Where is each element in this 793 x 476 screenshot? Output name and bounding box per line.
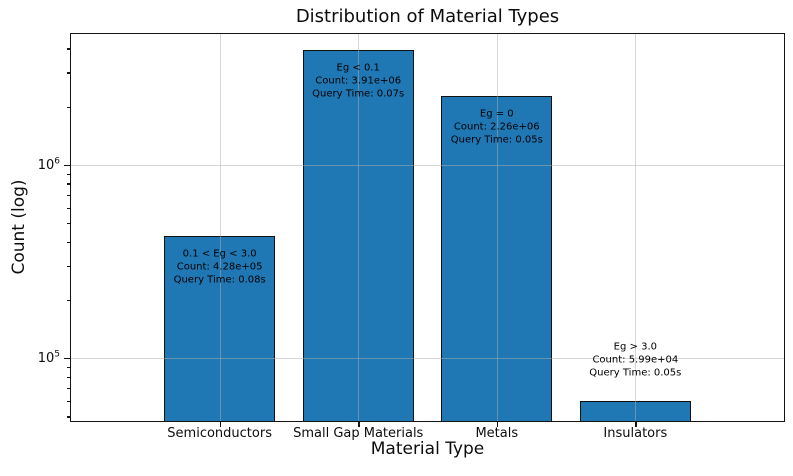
y-tick-exponent: 5 [54, 349, 60, 360]
x-gridline [635, 33, 637, 422]
bar-annotation: Eg = 0 Count: 2.26e+06 Query Time: 0.05s [451, 108, 543, 147]
x-gridline [496, 33, 498, 422]
y-minor-tick [66, 376, 70, 379]
y-minor-tick [66, 241, 70, 243]
x-tick-label: Semiconductors [167, 425, 272, 441]
y-minor-tick [66, 265, 70, 268]
y-major-tick [64, 358, 70, 360]
bar-annotation: Eg > 3.0 Count: 5.99e+04 Query Time: 0.05s [589, 340, 681, 379]
y-gridline [70, 164, 785, 166]
x-gridline [219, 33, 221, 422]
x-tick [635, 422, 637, 427]
bar-annotation-line: Query Time: 0.05s [450, 134, 543, 146]
y-tick-label: 106 [37, 156, 60, 173]
y-minor-tick [66, 183, 70, 185]
y-minor-tick [66, 388, 70, 390]
y-minor-tick [66, 194, 70, 196]
x-tick [496, 422, 499, 427]
x-tick-label: Metals [475, 425, 519, 441]
y-major-tick [64, 164, 70, 166]
y-minor-tick [66, 299, 70, 302]
bar-annotation: Eg < 0.1 Count: 3.91e+06 Query Time: 0.07s [312, 62, 404, 101]
bar-annotation-line: Count: 5.99e+04 [592, 354, 679, 366]
y-minor-tick [66, 222, 70, 225]
bar-annotation-line: Eg = 0 [479, 108, 514, 120]
x-axis-label: Material Type [370, 439, 485, 459]
y-minor-tick [66, 400, 70, 403]
bar-annotation-line: Count: 2.26e+06 [453, 121, 540, 133]
y-minor-tick [66, 173, 70, 175]
plot-area: 0.1 < Eg < 3.0 Count: 4.28e+05 Query Time:… [70, 33, 785, 422]
y-minor-tick [66, 106, 70, 108]
bar-annotation-line: Eg > 3.0 [613, 341, 657, 353]
bar-annotation-line: 0.1 < Eg < 3.0 [182, 248, 257, 260]
y-minor-tick [66, 416, 70, 418]
bar-annotation-line: Eg < 0.1 [336, 62, 380, 74]
y-minor-tick [66, 366, 70, 369]
x-tick-label: Insulators [603, 425, 668, 441]
y-minor-tick [66, 48, 70, 50]
y-gridline [70, 358, 785, 360]
y-minor-tick [66, 207, 70, 209]
y-axis-label: Count (log) [9, 179, 29, 275]
bar-annotation-line: Query Time: 0.05s [589, 367, 682, 379]
x-tick [358, 422, 360, 427]
bar-annotation-line: Query Time: 0.07s [312, 88, 405, 100]
x-tick-label: Small Gap Materials [293, 425, 424, 441]
bar-annotation-line: Query Time: 0.08s [173, 274, 266, 286]
x-tick [219, 422, 221, 427]
y-tick-label: 105 [37, 349, 60, 366]
bar-annotation-line: Count: 4.28e+05 [176, 261, 263, 273]
chart-title: Distribution of Material Types [295, 6, 560, 27]
bar-annotation: 0.1 < Eg < 3.0 Count: 4.28e+05 Query Time:… [174, 248, 266, 287]
y-minor-tick [66, 72, 70, 74]
y-tick-exponent: 6 [54, 156, 60, 167]
x-gridline [358, 33, 360, 422]
bar-annotation-line: Count: 3.91e+06 [315, 75, 402, 87]
